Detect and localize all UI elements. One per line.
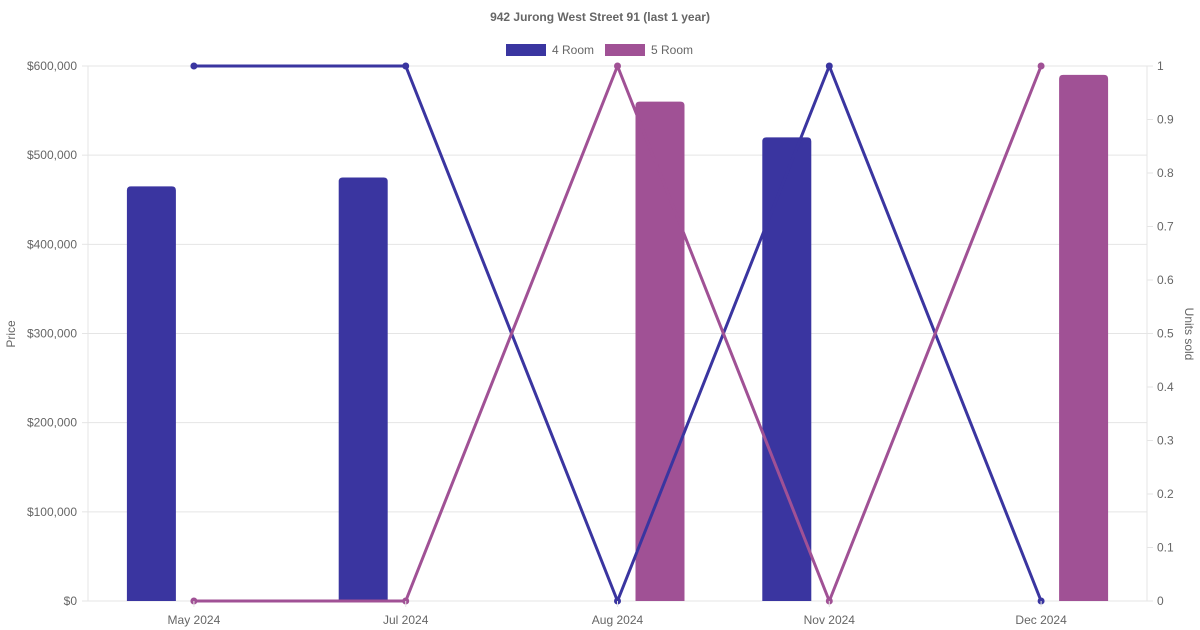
y2-tick-label: 0 <box>1157 594 1164 608</box>
bar-4-room[interactable] <box>762 137 812 602</box>
y2-tick-label: 0.6 <box>1157 273 1174 287</box>
point-4-room[interactable] <box>402 62 410 70</box>
point-5-room[interactable] <box>614 62 621 70</box>
y2-tick-label: 0.8 <box>1157 166 1174 180</box>
legend-swatch[interactable] <box>605 44 645 56</box>
y-tick-label: $0 <box>64 594 78 608</box>
x-tick-label: Dec 2024 <box>1015 613 1067 627</box>
y-tick-label: $400,000 <box>27 237 77 251</box>
legend-label[interactable]: 4 Room <box>552 43 594 57</box>
point-4-room[interactable] <box>825 62 833 70</box>
legend-swatch[interactable] <box>506 44 546 56</box>
grid <box>87 65 1148 602</box>
bar-4-room[interactable] <box>338 177 388 602</box>
bars <box>126 74 1109 602</box>
y2-tick-label: 0.3 <box>1157 434 1174 448</box>
chart-title: 942 Jurong West Street 91 (last 1 year) <box>490 10 710 24</box>
y-tick-label: $200,000 <box>27 416 77 430</box>
y-tick-label: $600,000 <box>27 59 77 73</box>
bar-5-room[interactable] <box>635 101 685 602</box>
legend-label[interactable]: 5 Room <box>651 43 693 57</box>
y2-tick-label: 0.4 <box>1157 380 1174 394</box>
x-tick-label: May 2024 <box>168 613 221 627</box>
y2-tick-label: 0.1 <box>1157 541 1174 555</box>
y-tick-label: $100,000 <box>27 505 77 519</box>
x-tick-label: Aug 2024 <box>592 613 644 627</box>
bar-4-room[interactable] <box>126 186 176 601</box>
y-tick-label: $500,000 <box>27 148 77 162</box>
x-tick-label: Jul 2024 <box>383 613 429 627</box>
y2-tick-label: 0.9 <box>1157 113 1174 127</box>
y2-tick-label: 0.5 <box>1157 327 1174 341</box>
y-axis-title: Price <box>4 320 18 348</box>
point-4-room[interactable] <box>190 62 198 70</box>
legend: 4 Room 5 Room <box>506 43 693 57</box>
y2-axis-title: Units sold <box>1182 308 1196 361</box>
y2-tick-label: 0.2 <box>1157 487 1174 501</box>
x-tick-label: Nov 2024 <box>804 613 856 627</box>
y-tick-label: $300,000 <box>27 327 77 341</box>
bar-5-room[interactable] <box>1059 74 1109 601</box>
axes: $0 $100,000 $200,000 $300,000 $400,000 $500,0… <box>27 59 1174 627</box>
y2-tick-label: 1 <box>1157 59 1164 73</box>
y2-tick-label: 0.7 <box>1157 220 1174 234</box>
point-5-room[interactable] <box>1037 62 1045 70</box>
